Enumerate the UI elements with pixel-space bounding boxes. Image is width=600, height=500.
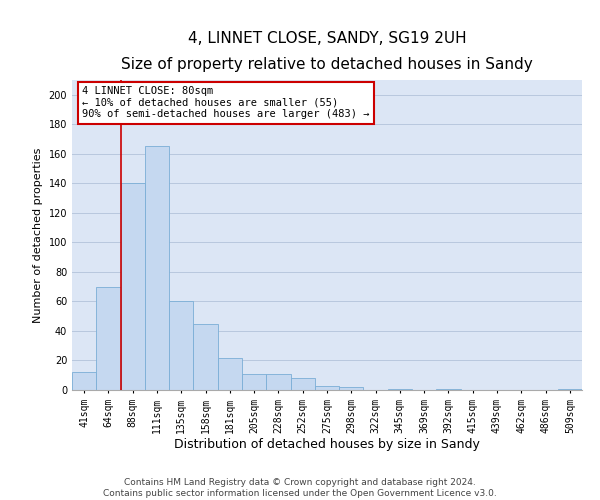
X-axis label: Distribution of detached houses by size in Sandy: Distribution of detached houses by size … <box>174 438 480 452</box>
Bar <box>242 374 266 390</box>
Bar <box>145 146 169 390</box>
Bar <box>436 388 461 390</box>
Bar <box>121 184 145 390</box>
Bar <box>339 387 364 390</box>
Text: Contains HM Land Registry data © Crown copyright and database right 2024.
Contai: Contains HM Land Registry data © Crown c… <box>103 478 497 498</box>
Bar <box>266 374 290 390</box>
Text: 4 LINNET CLOSE: 80sqm
← 10% of detached houses are smaller (55)
90% of semi-deta: 4 LINNET CLOSE: 80sqm ← 10% of detached … <box>82 86 370 120</box>
Y-axis label: Number of detached properties: Number of detached properties <box>33 148 43 322</box>
Bar <box>193 324 218 390</box>
Bar <box>290 378 315 390</box>
Bar <box>315 386 339 390</box>
Bar <box>558 388 582 390</box>
Bar <box>96 286 121 390</box>
Title: 4, LINNET CLOSE, SANDY, SG19 2UH
Size of property relative to detached houses in: 4, LINNET CLOSE, SANDY, SG19 2UH Size of… <box>121 31 533 72</box>
Bar <box>72 372 96 390</box>
Bar <box>218 358 242 390</box>
Bar <box>169 302 193 390</box>
Bar <box>388 388 412 390</box>
